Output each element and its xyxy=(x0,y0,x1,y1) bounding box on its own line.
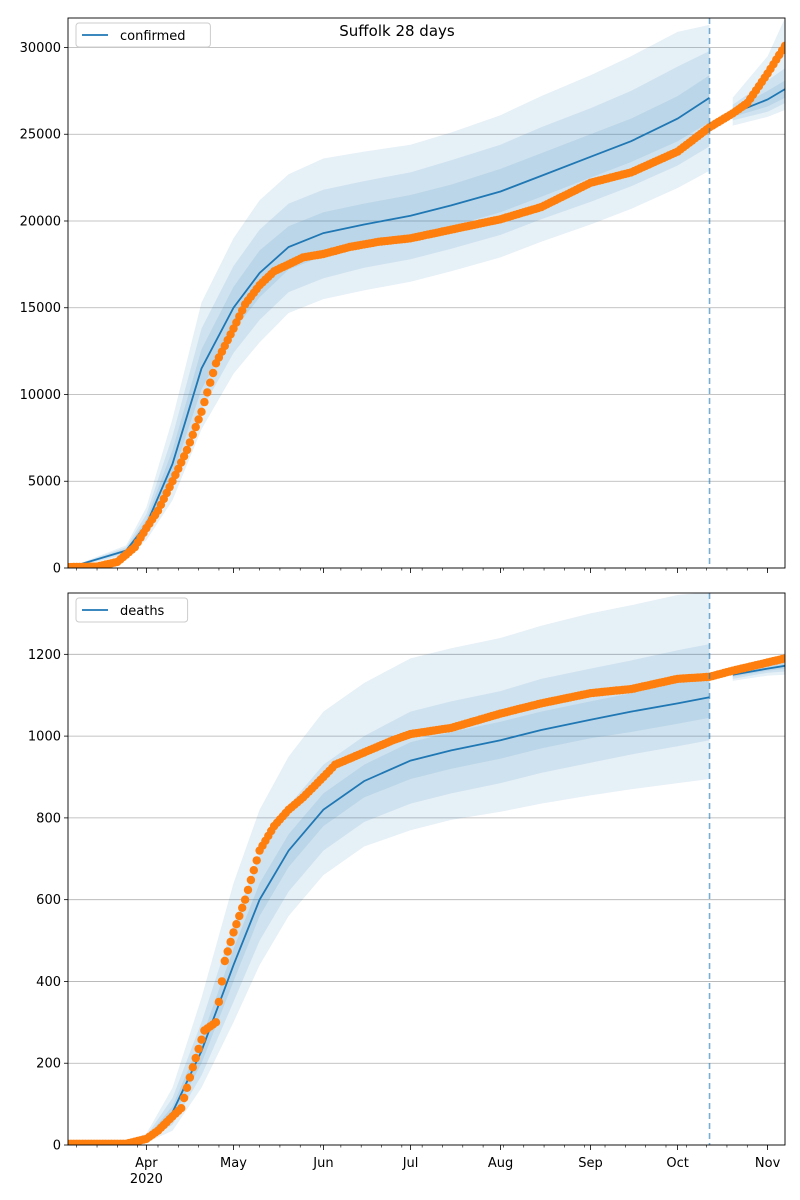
series-line-confirmed xyxy=(68,97,710,568)
confidence-band-outer xyxy=(68,24,710,568)
observed-point xyxy=(243,885,253,895)
legend-box xyxy=(75,597,189,623)
observed-point xyxy=(208,368,218,378)
x-tick-year-label: 2020 xyxy=(130,1172,163,1187)
legend-label: confirmed xyxy=(120,29,186,44)
observed-point xyxy=(214,997,224,1007)
x-tick-label: Nov xyxy=(755,1156,781,1171)
observed-point xyxy=(217,977,227,986)
y-tick-label: 20000 xyxy=(20,214,61,229)
confidence-band-inner xyxy=(68,75,710,568)
observed-point xyxy=(200,397,209,407)
y-tick-label: 1000 xyxy=(28,730,61,745)
y-tick-label: 800 xyxy=(36,811,61,826)
y-tick-label: 15000 xyxy=(20,301,61,316)
y-tick-label: 200 xyxy=(36,1057,61,1072)
y-tick-label: 10000 xyxy=(20,388,61,403)
x-tick-label: Aug xyxy=(488,1156,513,1171)
confidence-band-outer xyxy=(732,18,785,126)
x-tick-label: Oct xyxy=(666,1156,688,1171)
observed-point xyxy=(249,866,258,875)
x-tick-label: Sep xyxy=(578,1156,603,1171)
observed-point xyxy=(229,928,238,937)
observed-point xyxy=(240,895,250,904)
figure-title: Suffolk 28 days xyxy=(339,22,455,40)
observed-point xyxy=(203,388,212,397)
observed-point xyxy=(197,1035,206,1044)
observed-point xyxy=(206,378,215,387)
observed-point xyxy=(232,920,241,929)
x-tick-label: May xyxy=(220,1156,247,1171)
y-tick-label: 0 xyxy=(53,562,61,577)
observed-point xyxy=(220,956,229,966)
observed-point xyxy=(188,1063,197,1072)
axes-frame xyxy=(67,17,786,569)
y-tick-label: 400 xyxy=(36,975,61,990)
y-tick-label: 30000 xyxy=(20,41,61,56)
observed-point xyxy=(238,903,247,912)
observed-point xyxy=(179,1093,189,1103)
observed-point xyxy=(185,438,195,447)
observed-point xyxy=(182,1083,192,1093)
observed-point xyxy=(780,654,785,663)
observed-point xyxy=(191,422,200,432)
x-tick-label: Jul xyxy=(402,1156,419,1171)
plot-area xyxy=(68,593,785,1145)
confidence-band-middle xyxy=(68,51,710,568)
confidence-band-middle xyxy=(68,644,710,1145)
observed-point xyxy=(194,415,203,424)
x-tick-label: Jun xyxy=(312,1156,333,1171)
observed-point xyxy=(191,1053,200,1063)
axes-frame xyxy=(67,592,786,1146)
y-tick-label: 25000 xyxy=(20,128,61,143)
observed-point xyxy=(211,1018,221,1027)
confidence-band-outer xyxy=(68,593,710,1145)
y-tick-label: 5000 xyxy=(28,475,61,490)
observed-point xyxy=(226,937,235,947)
observed-point xyxy=(174,464,183,473)
legend-label: deaths xyxy=(120,604,165,619)
observed-point xyxy=(194,1044,203,1054)
observed-point xyxy=(185,1073,195,1082)
observed-point xyxy=(182,445,192,455)
confirmed-panel: 0 5000 10000 15000 20000 25000 30000 confirmed xyxy=(20,17,786,577)
y-tick-label: 600 xyxy=(36,893,61,908)
observed-point xyxy=(235,911,244,921)
observed-point xyxy=(197,407,206,416)
plot-area xyxy=(68,18,785,568)
y-tick-label: 0 xyxy=(53,1139,61,1154)
observed-point xyxy=(252,856,261,865)
series-line-deaths xyxy=(732,664,785,676)
observed-point xyxy=(780,41,785,50)
observed-point xyxy=(223,947,232,956)
y-tick-label: 1200 xyxy=(28,648,61,663)
observed-point xyxy=(179,452,189,461)
observed-point xyxy=(188,430,197,439)
x-tick-label: Apr xyxy=(135,1156,158,1171)
legend-box xyxy=(75,22,211,48)
observed-point xyxy=(246,875,256,885)
observed-point xyxy=(177,1104,186,1113)
